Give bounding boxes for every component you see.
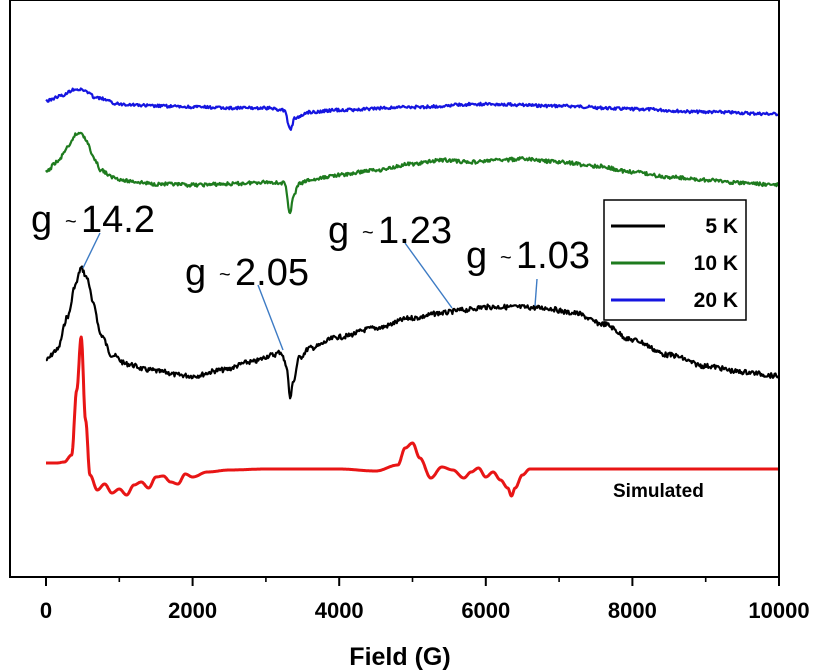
series-line-10-k [45, 131, 780, 215]
svg-text:g: g [328, 210, 349, 252]
simulated-label: Simulated [613, 481, 704, 502]
annotation-line-1-03 [534, 278, 538, 307]
series-line-simulated [45, 335, 780, 498]
legend-label-10k: 10 K [694, 252, 738, 275]
annotation-line-14-2 [82, 232, 101, 269]
legend-label-5k: 5 K [705, 215, 738, 238]
svg-text:2.05: 2.05 [235, 252, 309, 294]
svg-text:g: g [466, 235, 487, 277]
svg-text:14.2: 14.2 [81, 199, 155, 241]
svg-text:1.23: 1.23 [378, 210, 452, 252]
x-tick-label: 8000 [608, 598, 657, 623]
annotation-g-1-03: g ~ 1.03 [466, 235, 590, 277]
svg-text:1.03: 1.03 [516, 235, 590, 277]
svg-text:~: ~ [65, 211, 77, 233]
annotation-line-2-05 [257, 284, 284, 351]
svg-text:~: ~ [362, 222, 374, 244]
annotation-g-2-05: g ~ 2.05 [185, 252, 309, 294]
annotation-g-14-2: g ~ 14.2 [31, 199, 155, 241]
svg-text:g: g [185, 252, 206, 294]
plot-frame [9, 0, 780, 578]
svg-text:~: ~ [500, 247, 512, 269]
x-tick-label: 10000 [748, 598, 809, 623]
svg-text:g: g [31, 199, 52, 241]
series-line-5-k [45, 265, 780, 400]
x-tick-label: 2000 [168, 598, 217, 623]
legend-label-20k: 20 K [694, 289, 738, 312]
x-tick-label: 4000 [315, 598, 364, 623]
x-axis-title: Field (G) [349, 643, 450, 671]
annotation-g-1-23: g ~ 1.23 [328, 210, 452, 252]
legend: 5 K 10 K 20 K [603, 199, 747, 321]
svg-text:~: ~ [219, 264, 231, 286]
x-tick-label: 6000 [461, 598, 510, 623]
x-tick-label: 0 [40, 598, 52, 623]
series-line-20-k [45, 87, 780, 131]
annotation-line-1-23 [404, 242, 453, 309]
